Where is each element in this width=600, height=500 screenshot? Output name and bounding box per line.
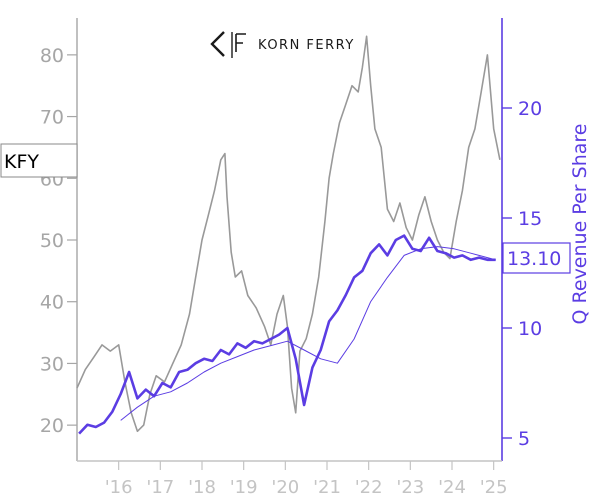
x-tick-label: '22 bbox=[355, 477, 383, 498]
logo: KORN FERRY bbox=[210, 31, 355, 58]
ticker-box: KFY bbox=[0, 143, 78, 178]
last-value-label: 13.10 bbox=[507, 248, 561, 270]
left-tick-label: 70 bbox=[40, 107, 64, 129]
right-tick-label: 20 bbox=[518, 98, 542, 120]
x-tick-label: '18 bbox=[188, 477, 216, 498]
left-tick-label: 80 bbox=[40, 45, 64, 67]
left-tick-label: 20 bbox=[40, 415, 64, 437]
right-tick-label: 15 bbox=[518, 208, 542, 230]
x-tick-label: '24 bbox=[438, 477, 466, 498]
x-tick-label: '16 bbox=[105, 477, 133, 498]
left-tick-label: 50 bbox=[40, 230, 64, 252]
right-tick-label: 10 bbox=[518, 318, 542, 340]
x-tick-label: '20 bbox=[271, 477, 299, 498]
x-tick-label: '19 bbox=[230, 477, 258, 498]
logo-text: KORN FERRY bbox=[258, 38, 355, 53]
x-tick-label: '17 bbox=[146, 477, 174, 498]
left-tick-label: 30 bbox=[40, 353, 64, 375]
price-line bbox=[76, 35, 501, 433]
x-tick-label: '25 bbox=[480, 477, 508, 498]
x-axis-ticks: '16 '17 '18 '19 '20 '21 '22 '23 '24 '25 bbox=[105, 461, 508, 498]
revenue-average-line bbox=[120, 246, 496, 421]
korn-ferry-emblem-icon bbox=[210, 31, 246, 58]
right-tick-label: 5 bbox=[518, 428, 530, 450]
right-axis-ticks: 5 10 15 20 bbox=[502, 98, 542, 450]
revenue-line bbox=[78, 234, 496, 435]
last-value-box: 13.10 bbox=[502, 242, 571, 274]
x-tick-label: '21 bbox=[313, 477, 341, 498]
series-lines bbox=[76, 35, 501, 435]
x-tick-label: '23 bbox=[396, 477, 424, 498]
ticker-label: KFY bbox=[4, 151, 39, 173]
left-tick-label: 40 bbox=[40, 292, 64, 314]
right-axis-title: Q Revenue Per Share bbox=[569, 124, 591, 325]
